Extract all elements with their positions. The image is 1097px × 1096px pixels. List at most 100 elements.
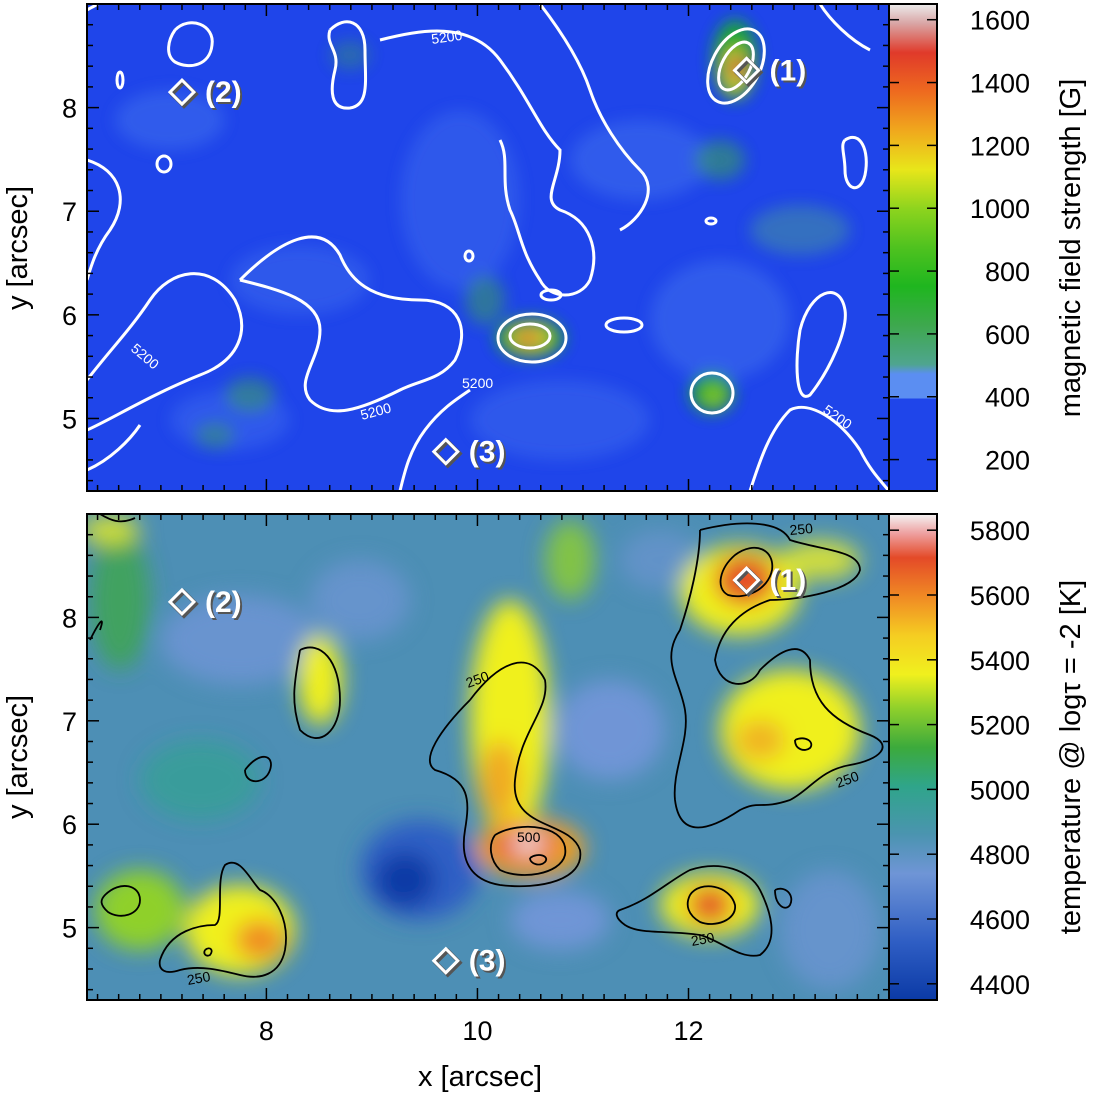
contour-line — [89, 620, 103, 641]
temperature-contours — [89, 514, 884, 978]
temperature-colorbar-ticks: 4400 4600 4800 5000 5200 5400 5600 5800 — [889, 516, 1030, 1000]
field-colorbar — [889, 4, 937, 491]
contour-line — [429, 661, 582, 888]
temperature-colorbar-frame — [888, 513, 938, 1001]
marker-label: (1) — [770, 54, 807, 87]
contour-line — [293, 646, 341, 739]
diamond-marker — [431, 437, 460, 466]
contour-line — [539, 288, 563, 302]
field-colorbar-label: magnetic field strength [G] — [1055, 79, 1087, 418]
colorbar-tick-label: 1200 — [970, 131, 1030, 161]
colorbar-tick-label: 4600 — [970, 905, 1030, 935]
contour-line — [496, 312, 568, 364]
contour-label: 250 — [690, 929, 716, 949]
colorbar-tick-label: 5800 — [970, 516, 1030, 546]
contour-line — [115, 70, 125, 90]
temperature-contour-labels: 250 250 250 250 250 500 — [186, 520, 861, 988]
diamond-marker — [167, 587, 197, 617]
marker-label-shadow: (2) — [207, 78, 244, 111]
contour-line — [244, 755, 272, 783]
contour-line — [719, 546, 774, 598]
contour-line — [604, 316, 644, 334]
colorbar-tick-label: 1000 — [970, 194, 1030, 224]
field-contours — [87, 4, 889, 491]
marker-label: (1) — [770, 564, 807, 597]
y-tick-label: 6 — [62, 301, 77, 331]
contour-label: 250 — [789, 520, 814, 538]
field-panel: 5200 5200 5200 5200 5200 (1)(1)(2)(2)(3)… — [2, 3, 1087, 492]
colorbar-tick-label: 4400 — [970, 970, 1030, 1000]
field-y-axis-label: y [arcsec] — [2, 186, 34, 310]
marker-label-shadow: (2) — [207, 588, 244, 621]
temperature-map — [87, 514, 889, 1000]
temperature-axes: 5 6 7 8 8 10 12 — [62, 513, 889, 1046]
contour-line — [748, 405, 889, 491]
contour-line — [704, 216, 718, 226]
temperature-markers: (1)(1)(2)(2)(3)(3) — [167, 564, 809, 980]
contour-line — [398, 388, 471, 491]
diamond-marker — [732, 566, 761, 595]
colorbar-tick-label: 5400 — [970, 646, 1030, 676]
x-tick-label: 12 — [673, 1016, 703, 1046]
contour-line — [87, 272, 244, 432]
temperature-y-axis-label: y [arcsec] — [2, 695, 34, 819]
contour-line — [463, 249, 475, 263]
contour-line — [87, 158, 122, 281]
marker-label: (3) — [469, 945, 506, 978]
contour-line — [203, 947, 213, 957]
contour-label: 250 — [464, 668, 492, 691]
y-tick-label: 7 — [62, 197, 77, 227]
contour-line — [87, 424, 142, 472]
contour-line — [794, 737, 813, 751]
temperature-colorbar-label: temperature @ logτ = -2 [K] — [1055, 580, 1087, 934]
marker-label: (3) — [469, 436, 506, 469]
colorbar-tick-label: 800 — [985, 257, 1030, 287]
y-tick-label: 5 — [62, 404, 77, 434]
contour-line — [717, 40, 755, 92]
contour-line — [841, 136, 868, 189]
diamond-marker — [431, 946, 460, 975]
contour-line — [99, 514, 136, 523]
x-tick-label: 8 — [259, 1016, 274, 1046]
y-tick-label: 5 — [62, 914, 77, 944]
contour-label: 5200 — [359, 399, 393, 423]
temperature-colorbar — [889, 514, 937, 1000]
contour-line — [167, 21, 214, 68]
contour-line — [489, 825, 566, 876]
y-tick-label: 7 — [62, 707, 77, 737]
contour-line — [158, 861, 287, 978]
contour-line — [615, 865, 773, 957]
contour-label: 250 — [834, 768, 862, 791]
colorbar-tick-label: 1600 — [970, 6, 1030, 36]
field-colorbar-frame — [888, 3, 938, 492]
field-map — [87, 4, 889, 491]
colorbar-tick-label: 1400 — [970, 69, 1030, 99]
marker-label-shadow: (3) — [471, 438, 508, 471]
marker-label: (2) — [205, 76, 242, 109]
contour-line — [686, 885, 736, 925]
contour-line — [508, 322, 552, 350]
colorbar-tick-label: 200 — [985, 446, 1030, 476]
x-tick-label: 10 — [462, 1016, 492, 1046]
contour-line — [155, 154, 173, 174]
y-tick-label: 8 — [62, 603, 77, 633]
colorbar-tick-label: 5600 — [970, 581, 1030, 611]
colorbar-tick-label: 4800 — [970, 840, 1030, 870]
contour-label: 5200 — [430, 27, 463, 47]
contour-label: 5200 — [462, 375, 493, 391]
contour-line — [529, 854, 548, 866]
y-tick-label: 6 — [62, 810, 77, 840]
contour-line — [774, 887, 793, 909]
contour-label: 250 — [186, 968, 212, 988]
contour-line — [238, 235, 464, 413]
field-markers: (1)(1)(2)(2)(3)(3) — [167, 54, 809, 471]
x-axis-label: x [arcsec] — [418, 1061, 542, 1093]
colorbar-tick-label: 5000 — [970, 775, 1030, 805]
y-tick-label: 8 — [62, 94, 77, 124]
contour-line — [795, 291, 847, 398]
contour-line — [818, 4, 871, 52]
marker-label: (2) — [205, 586, 242, 619]
marker-label-shadow: (1) — [772, 56, 809, 89]
marker-label-shadow: (1) — [772, 566, 809, 599]
